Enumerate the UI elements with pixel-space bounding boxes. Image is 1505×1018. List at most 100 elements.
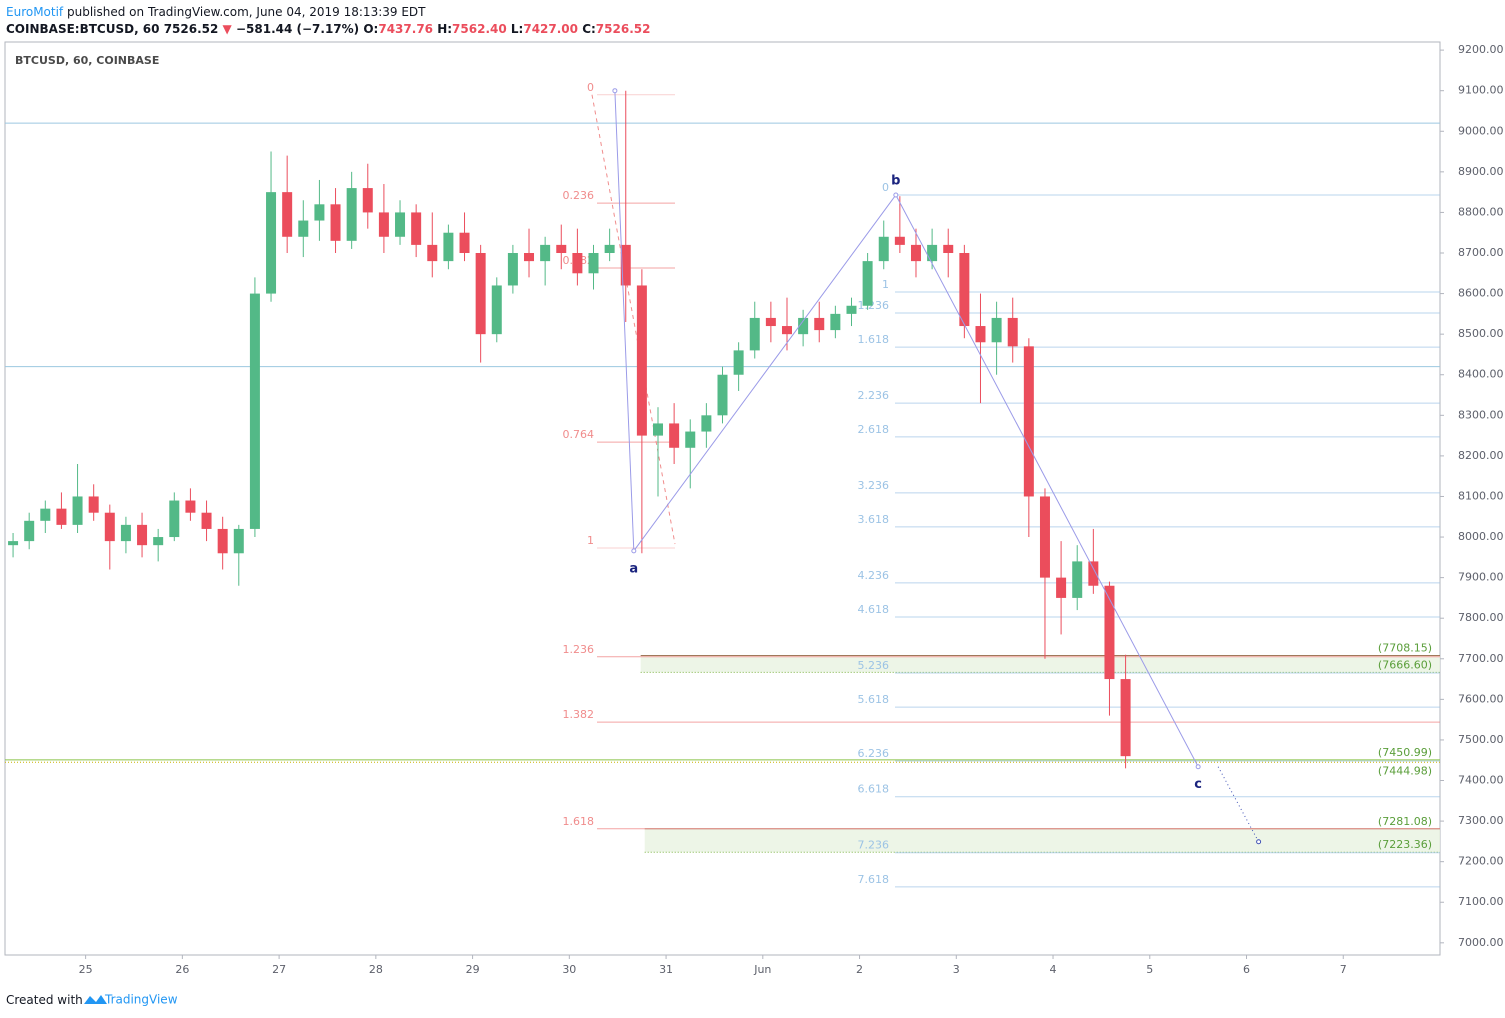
candle-body bbox=[314, 204, 325, 221]
fib-retracement-label: 1 bbox=[587, 534, 594, 547]
target-zone bbox=[644, 828, 1440, 853]
candle-body bbox=[475, 253, 486, 335]
fib-retracement-label: 1.382 bbox=[563, 708, 595, 721]
candle-body bbox=[266, 192, 277, 294]
projection-point bbox=[1256, 839, 1262, 845]
candle-body bbox=[556, 244, 567, 254]
candle-body bbox=[1088, 561, 1099, 586]
candle-body bbox=[1023, 346, 1034, 497]
y-tick-label: 7200.00 bbox=[1458, 855, 1504, 868]
publish-line: EuroMotif published on TradingView.com, … bbox=[6, 5, 426, 19]
y-tick-label: 8800.00 bbox=[1458, 205, 1504, 218]
candle-body bbox=[685, 431, 696, 448]
candle-body bbox=[959, 253, 970, 327]
fib-retracement-label: 0 bbox=[587, 81, 594, 94]
candle-body bbox=[572, 253, 583, 274]
l-value: 7427.00 bbox=[523, 22, 578, 36]
x-tick-label: 28 bbox=[369, 963, 383, 976]
last-price: 7526.52 bbox=[164, 22, 219, 36]
x-tick-label: 6 bbox=[1243, 963, 1250, 976]
candle-body bbox=[943, 244, 954, 254]
candle-body bbox=[653, 423, 664, 436]
author[interactable]: EuroMotif bbox=[6, 5, 64, 19]
fib-extension-label: 3.618 bbox=[858, 513, 890, 526]
zone-top-label: (7708.15) bbox=[1378, 641, 1432, 654]
candle-body bbox=[346, 188, 357, 241]
y-tick-label: 9200.00 bbox=[1458, 43, 1504, 56]
candle-body bbox=[1039, 496, 1050, 578]
fib-extension-label: 7.618 bbox=[858, 873, 890, 886]
fib-extension-label: 5.236 bbox=[858, 659, 890, 672]
x-tick-label: Jun bbox=[753, 963, 771, 976]
y-tick-label: 8300.00 bbox=[1458, 408, 1504, 421]
candle-body bbox=[604, 244, 615, 254]
target-zone bbox=[640, 655, 1440, 673]
y-tick-label: 7900.00 bbox=[1458, 571, 1504, 584]
wave-point bbox=[893, 192, 899, 198]
x-tick-label: 2 bbox=[856, 963, 863, 976]
candle-body bbox=[765, 317, 776, 327]
candle-body bbox=[56, 508, 67, 525]
candle-body bbox=[975, 326, 986, 343]
candle-body bbox=[24, 520, 35, 542]
wave-label: c bbox=[1194, 777, 1202, 792]
candle-body bbox=[459, 232, 470, 254]
fib-extension-label: 1.236 bbox=[858, 299, 890, 312]
candle-body bbox=[894, 236, 905, 245]
candle-body bbox=[233, 528, 244, 554]
fib-extension-label: 2.618 bbox=[858, 423, 890, 436]
y-tick-label: 7800.00 bbox=[1458, 611, 1504, 624]
x-tick-label: 7 bbox=[1340, 963, 1347, 976]
y-tick-label: 7500.00 bbox=[1458, 733, 1504, 746]
candle-body bbox=[104, 512, 115, 542]
candle-body bbox=[1120, 679, 1131, 757]
y-tick-label: 8200.00 bbox=[1458, 449, 1504, 462]
fib-retracement-label: 1.236 bbox=[563, 643, 595, 656]
x-tick-label: 5 bbox=[1146, 963, 1153, 976]
footer-brand[interactable]: TradingView bbox=[104, 993, 178, 1007]
candle-body bbox=[427, 244, 438, 262]
chart-title: BTCUSD, 60, COINBASE bbox=[15, 54, 159, 67]
candle-body bbox=[749, 317, 760, 351]
wave-point bbox=[1195, 764, 1201, 770]
candle-body bbox=[830, 313, 841, 331]
candle-body bbox=[8, 541, 19, 546]
y-tick-label: 9100.00 bbox=[1458, 84, 1504, 97]
c-label: C: bbox=[582, 22, 596, 36]
quote-line: COINBASE:BTCUSD, 60 7526.52 ▼ −581.44 (−… bbox=[6, 22, 650, 36]
y-tick-label: 8400.00 bbox=[1458, 368, 1504, 381]
candle-body bbox=[120, 524, 131, 542]
fib-extension-label: 6.236 bbox=[858, 747, 890, 760]
wave-point bbox=[631, 548, 637, 554]
fib-retracement-label: 0.764 bbox=[563, 428, 595, 441]
c-value: 7526.52 bbox=[596, 22, 651, 36]
byline: published on TradingView.com, June 04, 2… bbox=[67, 5, 426, 19]
candle-body bbox=[217, 528, 228, 554]
candle-body bbox=[701, 415, 712, 432]
candle-body bbox=[1104, 585, 1115, 680]
x-tick-label: 29 bbox=[466, 963, 480, 976]
candle-body bbox=[395, 212, 406, 237]
x-tick-label: 4 bbox=[1050, 963, 1057, 976]
zone-bottom-label: (7666.60) bbox=[1378, 658, 1432, 671]
y-tick-label: 8900.00 bbox=[1458, 165, 1504, 178]
candle-body bbox=[282, 192, 293, 237]
candle-body bbox=[910, 244, 921, 262]
candle-body bbox=[717, 374, 728, 416]
y-tick-label: 8000.00 bbox=[1458, 530, 1504, 543]
l-label: L: bbox=[511, 22, 523, 36]
candle-body bbox=[733, 350, 744, 375]
o-value: 7437.76 bbox=[378, 22, 433, 36]
candle-body bbox=[153, 537, 164, 546]
y-tick-label: 7700.00 bbox=[1458, 652, 1504, 665]
y-tick-label: 8600.00 bbox=[1458, 287, 1504, 300]
candle-body bbox=[814, 317, 825, 331]
y-tick-label: 8500.00 bbox=[1458, 327, 1504, 340]
candle-body bbox=[201, 512, 212, 529]
x-tick-label: 25 bbox=[79, 963, 93, 976]
candle-body bbox=[185, 500, 196, 513]
footer: Created with bbox=[6, 993, 83, 1007]
candle-body bbox=[362, 188, 373, 213]
